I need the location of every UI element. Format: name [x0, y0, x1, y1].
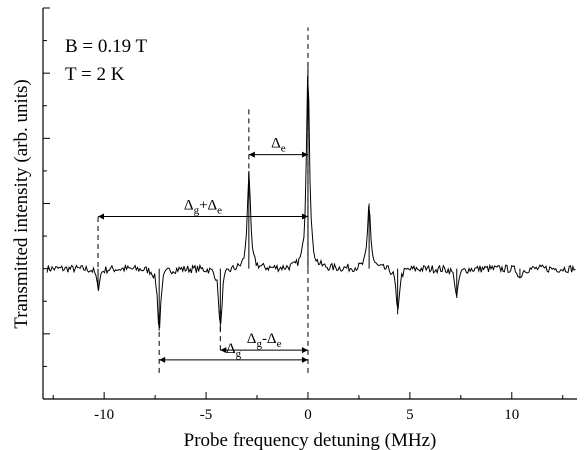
annotation-label: Δg-Δe — [247, 331, 282, 350]
x-tick-label: 0 — [304, 407, 312, 423]
spectrum-line — [46, 75, 576, 329]
annotation-arrow: Δe — [248, 136, 308, 158]
annotation-label: Δg — [226, 341, 242, 360]
arrow-head — [248, 151, 255, 158]
x-tick-label: -10 — [94, 407, 114, 423]
arrow-head — [301, 213, 308, 220]
y-axis-label: Transmitted intensity (arb. units) — [11, 79, 32, 328]
arrow-head — [220, 347, 227, 354]
arrow-head — [301, 356, 308, 363]
x-axis-label: Probe frequency detuning (MHz) — [184, 430, 437, 450]
x-tick-label: 5 — [406, 407, 414, 423]
condition-temperature: T = 2 K — [65, 64, 125, 85]
condition-field: B = 0.19 T — [65, 36, 148, 57]
annotation-arrow: Δg-Δe — [220, 331, 308, 354]
arrow-head — [159, 356, 166, 363]
annotation-arrow: Δg+Δe — [98, 198, 308, 220]
arrow-head — [301, 347, 308, 354]
annotation-arrow: Δg — [159, 341, 308, 363]
x-tick-label: -5 — [200, 407, 213, 423]
annotations: Δe Δg+Δe Δg-Δe Δg — [98, 136, 308, 363]
x-tick-label: 10 — [504, 407, 519, 423]
spectrum-trace-group — [46, 63, 576, 331]
ticks: -10 -5 0 5 10 — [43, 7, 564, 423]
arrow-head — [301, 151, 308, 158]
annotation-label: Δg+Δe — [184, 198, 222, 217]
annotation-label: Δe — [271, 136, 286, 155]
arrow-head — [98, 213, 105, 220]
